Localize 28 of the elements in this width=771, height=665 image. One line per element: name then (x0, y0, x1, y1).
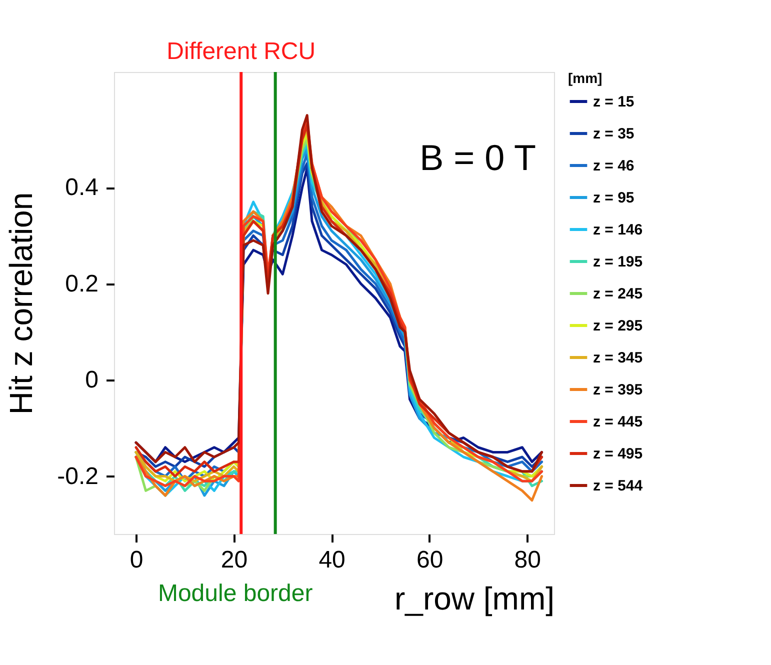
annotation: B = 0 T (420, 137, 536, 178)
legend-title: [mm] (568, 70, 602, 86)
legend-label: z = 245 (593, 286, 643, 302)
y-tick-label: 0.2 (65, 270, 98, 298)
y-tick-label: -0.2 (57, 462, 98, 490)
legend-label: z = 445 (593, 414, 643, 430)
y-axis-title: Hit z correlation (3, 192, 40, 415)
x-tick-label: 40 (318, 546, 346, 574)
legend-label: z = 345 (593, 350, 643, 366)
ref-line-label: Different RCU (166, 38, 316, 65)
y-tick-label: 0 (85, 366, 98, 394)
y-tick-label: 0.4 (65, 174, 98, 201)
legend-label: z = 15 (593, 94, 634, 110)
legend-label: z = 195 (593, 254, 643, 270)
legend-label: z = 46 (593, 158, 634, 174)
x-axis-title: r_row [mm] (394, 580, 554, 616)
ref-line-label: Module border (158, 580, 313, 607)
legend-label: z = 295 (593, 318, 643, 334)
legend-label: z = 95 (593, 190, 634, 206)
x-tick-label: 20 (220, 546, 248, 574)
x-tick-label: 0 (130, 546, 144, 574)
x-tick-label: 60 (416, 546, 444, 574)
legend-label: z = 146 (593, 222, 643, 238)
legend-label: z = 35 (593, 126, 634, 142)
x-tick-label: 80 (514, 546, 541, 574)
legend-label: z = 544 (593, 478, 644, 494)
legend-label: z = 495 (593, 446, 643, 462)
legend-label: z = 395 (593, 382, 643, 398)
